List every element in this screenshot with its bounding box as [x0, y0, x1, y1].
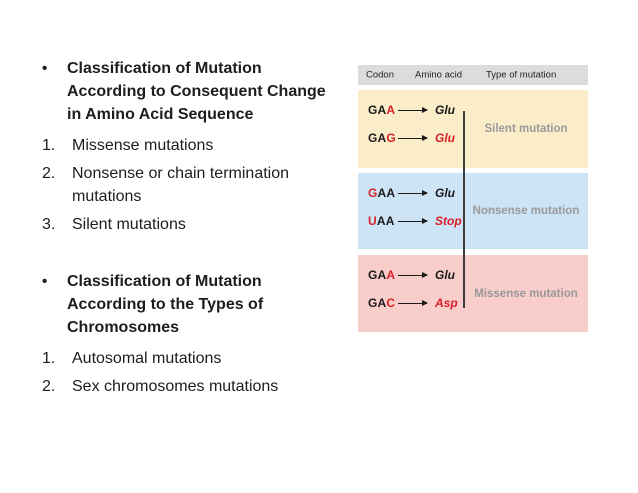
nonsense-mutation-section: GAA Glu UAA Stop Nonsense mutation	[358, 173, 588, 249]
amino-acid-text: Glu	[435, 268, 455, 282]
heading-line: According to Consequent Change	[67, 83, 326, 100]
codon-text: UAA	[368, 214, 395, 228]
column-divider-line	[463, 111, 465, 308]
list-item-text: Autosomal mutations	[72, 350, 222, 367]
heading-line: Classification of Mutation	[67, 273, 262, 290]
list-item-text: Sex chromosomes mutations	[72, 378, 279, 395]
heading-line: Chromosomes	[67, 319, 180, 336]
mutation-type-label: Silent mutation	[484, 123, 568, 135]
right-arrow-icon	[398, 134, 428, 141]
block-heading: Classification of Mutation According to …	[67, 270, 263, 339]
mutant-letter: A	[386, 103, 396, 117]
numbered-list: 1. Autosomal mutations 2. Sex chromosome…	[42, 347, 344, 398]
mutant-letter: G	[386, 131, 396, 145]
codon-text: GAA	[368, 186, 396, 200]
bullet-marker: •	[42, 273, 48, 290]
amino-acid-text: Stop	[435, 214, 462, 228]
silent-mutation-section: GAA Glu GAG Glu Silent mutation	[358, 90, 588, 168]
list-number: 2.	[42, 378, 56, 395]
codon-text: GAA	[368, 268, 396, 282]
list-number: 1.	[42, 350, 56, 367]
list-item: 2. Nonsense or chain termination mutatio…	[42, 162, 344, 208]
mutant-letter: C	[386, 296, 396, 310]
codon-row: GAA Glu	[368, 268, 455, 282]
bullet-marker: •	[42, 60, 48, 77]
list-item-text: Missense mutations	[72, 137, 214, 154]
mutant-letter: U	[368, 214, 377, 228]
missense-mutation-section: GAA Glu GAC Asp Missense mutation	[358, 255, 588, 332]
list-number: 2.	[42, 165, 56, 182]
amino-acid-text: Glu	[435, 131, 455, 145]
right-arrow-icon	[398, 271, 428, 278]
heading-line: According to the Types of	[67, 296, 264, 313]
list-item-text: Nonsense or chain termination	[72, 165, 290, 182]
list-number: 3.	[42, 216, 56, 233]
mutation-type-label: Nonsense mutation	[472, 205, 580, 217]
block-heading: Classification of Mutation According to …	[67, 57, 326, 126]
codon-text: GAG	[368, 131, 396, 145]
diagram-header-bar: Codon Amino acid Type of mutation	[358, 65, 588, 85]
column-header-amino-acid: Amino acid	[415, 69, 462, 81]
classification-chromosome-types-block: • Classification of Mutation According t…	[42, 270, 344, 398]
codon-text: GAC	[368, 296, 396, 310]
codon-row: GAG Glu	[368, 131, 455, 145]
list-number: 1.	[42, 137, 56, 154]
classification-consequent-change-block: • Classification of Mutation According t…	[42, 57, 344, 236]
amino-acid-text: Glu	[435, 103, 455, 117]
heading-line: in Amino Acid Sequence	[67, 106, 254, 123]
mutation-type-label: Missense mutation	[474, 287, 578, 300]
column-header-codon: Codon	[366, 69, 394, 81]
column-header-type-of-mutation: Type of mutation	[486, 69, 557, 81]
right-arrow-icon	[398, 299, 428, 306]
codon-text: GAA	[368, 103, 396, 117]
right-arrow-icon	[398, 106, 428, 113]
codon-row: GAA Glu	[368, 103, 455, 117]
list-item: 2. Sex chromosomes mutations	[42, 375, 344, 398]
list-item-text: Silent mutations	[72, 216, 186, 233]
codon-row: GAC Asp	[368, 296, 458, 310]
right-arrow-icon	[398, 189, 428, 196]
mutant-letter: G	[368, 186, 378, 200]
list-item: 3. Silent mutations	[42, 213, 344, 236]
mutant-letter: A	[386, 268, 396, 282]
text-column: • Classification of Mutation According t…	[42, 57, 344, 398]
numbered-list: 1. Missense mutations 2. Nonsense or cha…	[42, 134, 344, 236]
right-arrow-icon	[398, 217, 428, 224]
codon-row: UAA Stop	[368, 214, 462, 228]
list-item: 1. Missense mutations	[42, 134, 344, 157]
amino-acid-text: Asp	[435, 296, 458, 310]
amino-acid-text: Glu	[435, 186, 455, 200]
list-item: 1. Autosomal mutations	[42, 347, 344, 370]
codon-row: GAA Glu	[368, 186, 455, 200]
heading-line: Classification of Mutation	[67, 60, 262, 77]
mutation-types-diagram: Codon Amino acid Type of mutation GAA Gl…	[358, 65, 588, 332]
list-item-text: mutations	[72, 188, 142, 205]
